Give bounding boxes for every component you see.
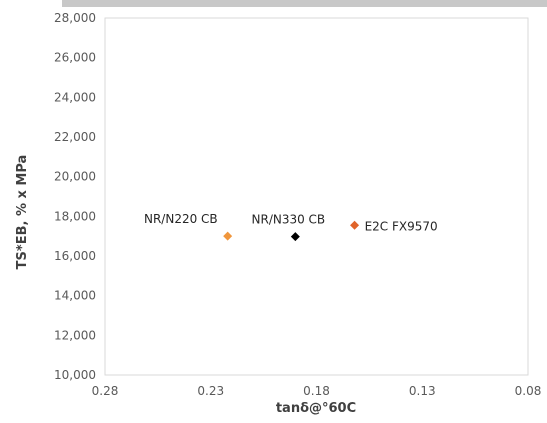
data-point-marker — [223, 231, 233, 241]
y-tick-label: 10,000 — [54, 368, 96, 382]
y-tick-label: 24,000 — [54, 90, 96, 104]
y-tick-label: 20,000 — [54, 170, 96, 184]
plot-area-border — [104, 17, 529, 376]
data-point-label: NR/N220 CB — [144, 212, 218, 226]
y-tick-label: 26,000 — [54, 51, 96, 65]
x-tick-label: 0.08 — [515, 384, 542, 398]
y-axis-title: TS*EB, % x MPa — [15, 155, 30, 270]
y-tick-label: 14,000 — [54, 289, 96, 303]
x-tick-label: 0.23 — [197, 384, 224, 398]
x-axis-ticks: 0.28 0.23 0.18 0.13 0.08 — [92, 384, 542, 398]
x-axis-title: tanδ@°60C — [276, 401, 356, 416]
data-point-label: NR/N330 CB — [252, 213, 326, 227]
y-tick-label: 28,000 — [54, 11, 96, 25]
data-point-marker — [290, 232, 300, 242]
data-points: NR/N220 CB NR/N330 CB E2C FX9570 — [144, 212, 438, 242]
x-tick-label: 0.13 — [409, 384, 436, 398]
y-tick-label: 22,000 — [54, 130, 96, 144]
y-tick-label: 16,000 — [54, 249, 96, 263]
data-point-marker — [350, 220, 360, 230]
x-tick-label: 0.18 — [303, 384, 330, 398]
top-banner-strip — [62, 0, 547, 7]
data-point-label: E2C FX9570 — [365, 219, 438, 233]
y-tick-label: 12,000 — [54, 328, 96, 342]
y-tick-label: 18,000 — [54, 209, 96, 223]
x-tick-label: 0.28 — [92, 384, 119, 398]
y-axis-ticks: 10,000 12,000 14,000 16,000 18,000 20,000 22,0… — [54, 11, 96, 382]
